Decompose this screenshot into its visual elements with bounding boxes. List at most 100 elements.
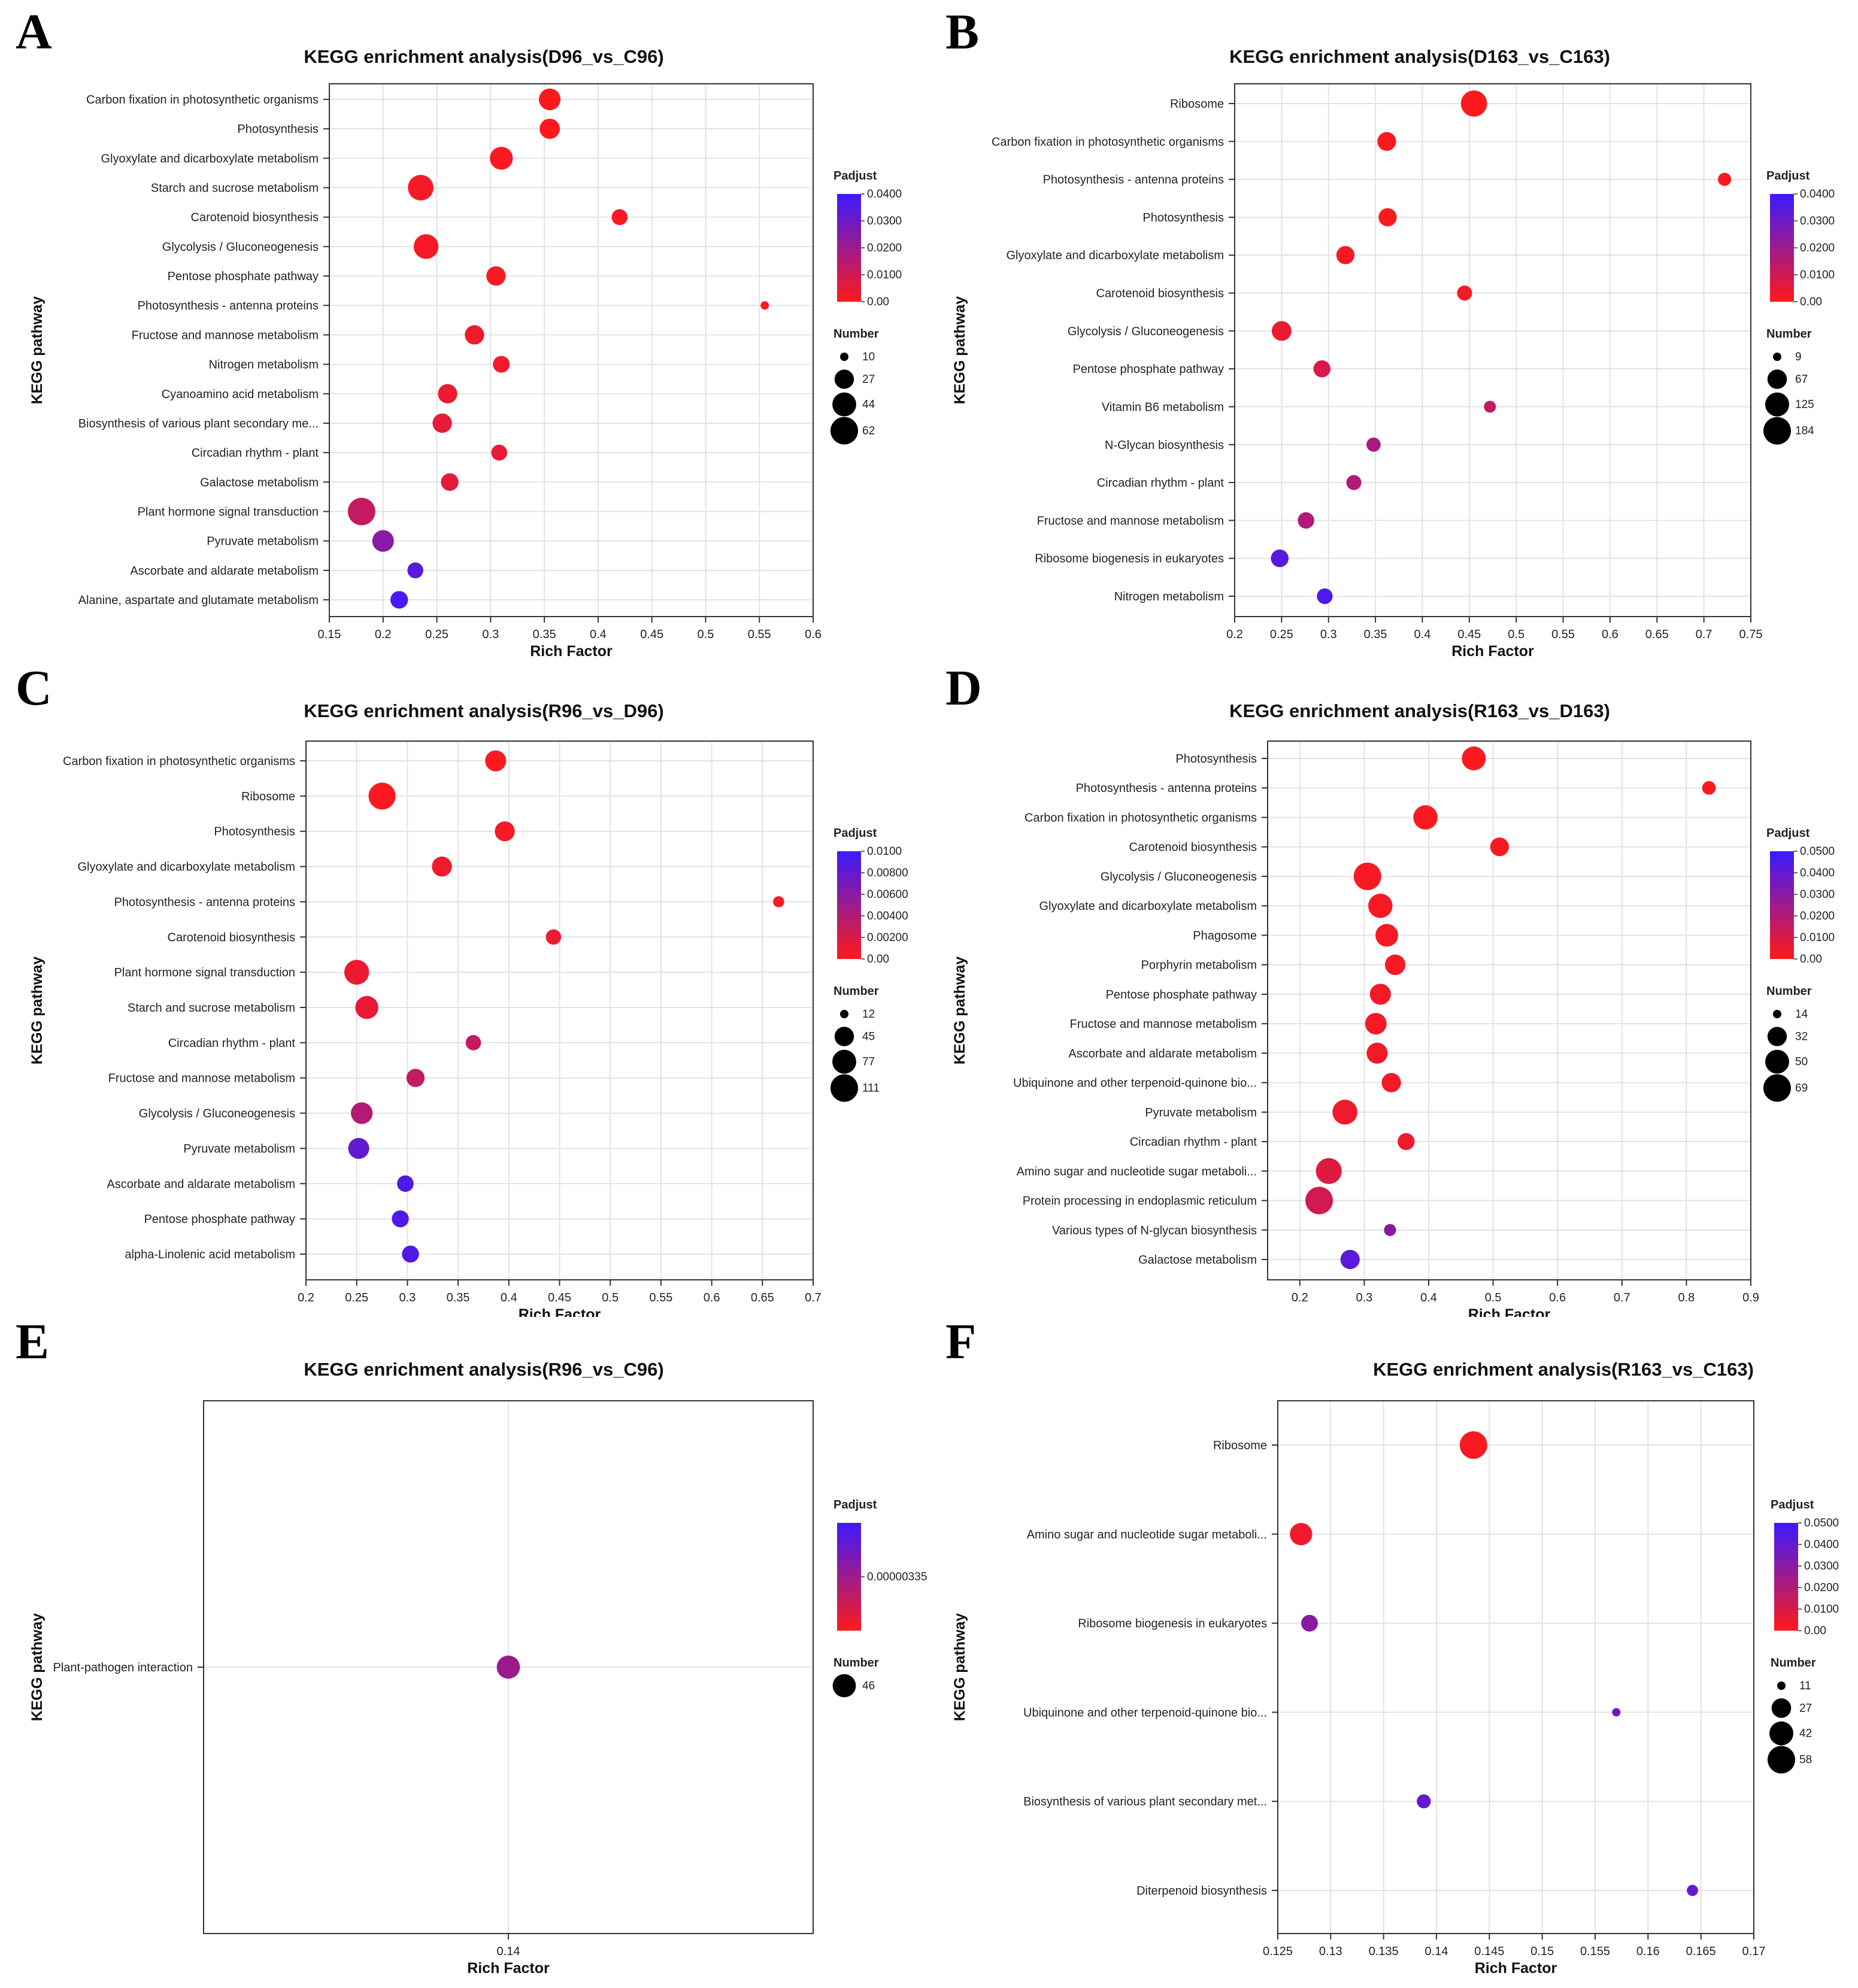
data-point (1368, 893, 1393, 918)
y-tick-label: Plant hormone signal transduction (114, 966, 295, 979)
padjust-colorbar (837, 851, 861, 959)
data-point (1340, 1249, 1360, 1270)
x-tick-label: 0.4 (590, 628, 607, 641)
number-legend-label: 50 (1795, 1056, 1808, 1069)
y-tick-label: Carotenoid biosynthesis (1129, 841, 1257, 854)
x-tick-label: 0.6 (805, 628, 822, 641)
x-tick-label: 0.25 (425, 628, 448, 641)
data-point (1384, 954, 1406, 975)
x-tick-label: 0.145 (1474, 1945, 1504, 1958)
y-tick-label: Galactose metabolism (1138, 1253, 1257, 1267)
data-point (1305, 1186, 1333, 1215)
colorbar-label: 0.0500 (1804, 1517, 1839, 1529)
colorbar-label: 0.00000335 (867, 1571, 927, 1583)
data-point (485, 750, 507, 772)
data-point (1490, 837, 1509, 857)
x-tick-label: 0.7 (1614, 1291, 1630, 1304)
number-legend-label: 44 (862, 399, 875, 411)
x-tick-label: 0.2 (1226, 628, 1243, 641)
y-tick-label: Circadian rhythm - plant (168, 1037, 296, 1050)
y-axis-label: KEGG pathway (951, 957, 968, 1065)
number-legend-dot (840, 1010, 848, 1018)
colorbar-label: 0.0100 (867, 269, 902, 281)
x-tick-label: 0.4 (1420, 1291, 1437, 1304)
padjust-colorbar (837, 1523, 861, 1631)
number-legend-label: 27 (862, 374, 875, 386)
colorbar-label: 0.0400 (1800, 188, 1835, 201)
y-axis-label: KEGG pathway (951, 296, 968, 405)
panel-letter-f: F (945, 1314, 977, 1370)
y-tick-label: Glyoxylate and dicarboxylate metabolism (101, 152, 319, 165)
data-point (1317, 588, 1333, 605)
y-tick-label: Ascorbate and aldarate metabolism (1068, 1047, 1257, 1060)
y-tick-label: Amino sugar and nucleotide sugar metabol… (1017, 1165, 1257, 1178)
y-tick-label: Fructose and mannose metabolism (132, 329, 319, 342)
y-tick-label: Photosynthesis (214, 825, 295, 839)
y-tick-label: Biosynthesis of various plant secondary … (78, 417, 319, 430)
data-point (413, 234, 439, 259)
x-tick-label: 0.7 (805, 1291, 822, 1304)
x-tick-label: 0.3 (399, 1291, 416, 1304)
y-tick-label: Protein processing in endoplasmic reticu… (1023, 1195, 1257, 1208)
y-tick-label: Carotenoid biosynthesis (1096, 287, 1224, 301)
y-tick-label: Ubiquinone and other terpenoid-quinone b… (1013, 1077, 1257, 1090)
colorbar-label: 0.0200 (1800, 242, 1835, 254)
y-tick-label: Vitamin B6 metabolism (1102, 400, 1224, 414)
data-point (355, 995, 378, 1019)
colorbar-label: 0.0200 (867, 242, 902, 254)
data-point (1369, 984, 1391, 1005)
y-tick-label: Carotenoid biosynthesis (168, 931, 295, 944)
x-axis-label: Rich Factor (1468, 1306, 1551, 1317)
colorbar-label: 0.0400 (867, 188, 902, 201)
data-point (372, 530, 394, 552)
x-tick-label: 0.5 (698, 628, 714, 641)
y-tick-label: Carotenoid biosynthesis (191, 211, 319, 224)
data-point (1378, 208, 1397, 227)
number-legend-title: Number (1766, 327, 1812, 341)
data-point (407, 562, 423, 579)
colorbar-label: 0.0300 (867, 215, 902, 227)
x-tick-label: 0.35 (447, 1291, 470, 1304)
y-axis-label: KEGG pathway (951, 1613, 968, 1722)
number-legend-dot (1773, 353, 1781, 361)
chart-svg: KEGG enrichment analysis(D96_vs_C96) 0.15… (29, 46, 902, 658)
data-point (1366, 1042, 1388, 1064)
data-point (1316, 1158, 1342, 1184)
data-point (408, 175, 434, 201)
x-tick-label: 0.13 (1319, 1945, 1342, 1958)
x-tick-label: 0.135 (1369, 1945, 1399, 1958)
colorbar-label: 0.00400 (867, 910, 908, 922)
number-legend-label: 62 (862, 425, 875, 438)
colorbar-label: 0.0100 (867, 845, 902, 858)
number-legend-label: 58 (1799, 1754, 1812, 1767)
padjust-legend-title: Padjust (1766, 169, 1810, 183)
y-tick-label: Carbon fixation in photosynthetic organi… (86, 93, 319, 107)
colorbar-label: 0.0100 (1800, 269, 1835, 281)
data-point (392, 1210, 409, 1228)
data-point (1290, 1523, 1313, 1546)
number-legend-label: 184 (1795, 425, 1814, 438)
y-tick-label: Ribosome biogenesis in eukaryotes (1078, 1617, 1267, 1631)
x-tick-label: 0.6 (704, 1291, 720, 1304)
chart-title: KEGG enrichment analysis(R163_vs_C163) (1373, 1359, 1754, 1380)
colorbar-label: 0.00600 (867, 888, 908, 901)
data-point (432, 413, 452, 433)
number-legend-dot (1767, 1027, 1787, 1046)
x-tick-label: 0.17 (1742, 1945, 1766, 1958)
x-axis-label: Rich Factor (519, 1306, 601, 1317)
number-legend-label: 46 (862, 1680, 875, 1692)
x-axis-label: Rich Factor (530, 643, 613, 658)
number-legend-dot (834, 1027, 854, 1046)
data-point (1301, 1614, 1319, 1632)
y-tick-label: Nitrogen metabolism (209, 359, 319, 372)
colorbar-label: 0.0300 (1804, 1560, 1839, 1573)
y-tick-label: Glyoxylate and dicarboxylate metabolism (1006, 249, 1224, 262)
chart-title: KEGG enrichment analysis(D96_vs_C96) (304, 46, 663, 67)
data-point (351, 1102, 373, 1124)
data-point (1365, 1013, 1387, 1035)
y-tick-label: Ribosome (1170, 98, 1224, 111)
number-legend-dot (1768, 1746, 1795, 1774)
number-legend-label: 125 (1795, 399, 1814, 411)
x-tick-label: 0.25 (345, 1291, 368, 1304)
colorbar-label: 0.00 (867, 953, 889, 966)
